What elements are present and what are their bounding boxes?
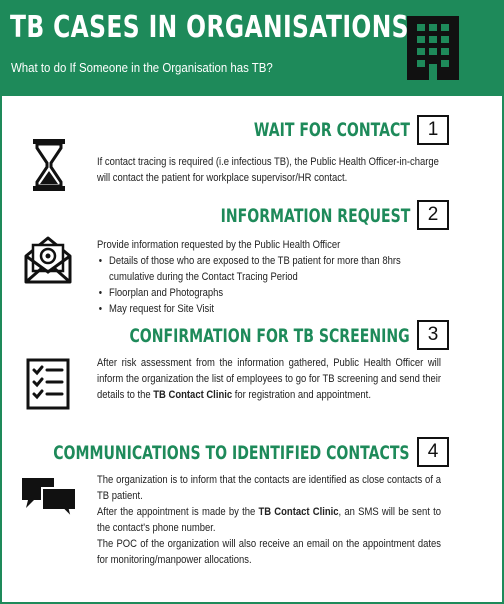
list-item: Details of those who are exposed to the …: [97, 253, 432, 285]
section-4-para-3: The POC of the organization will also re…: [97, 538, 441, 566]
section-3-text: After risk assessment from the informati…: [97, 355, 441, 403]
tb-contact-clinic-label: TB Contact Clinic: [153, 389, 233, 401]
list-item: May request for Site Visit: [97, 301, 432, 317]
building-icon: [407, 16, 459, 80]
section-1-title: WAIT FOR CONTACT: [253, 119, 410, 141]
section-2-intro: Provide information requested by the Pub…: [97, 239, 341, 251]
section-3-number: 3: [417, 320, 449, 350]
section-4-para-2: After the appointment is made by the TB …: [97, 504, 441, 536]
chat-bubbles-icon: [22, 478, 77, 518]
page-title: TB CASES IN ORGANISATIONS: [10, 10, 409, 45]
section-2-body: Provide information requested by the Pub…: [97, 237, 432, 317]
section-2-number: 2: [417, 200, 449, 230]
section-3-text-part: After risk assessment from the informati…: [97, 357, 441, 401]
section-2-title: INFORMATION REQUEST: [220, 205, 410, 227]
header-banner: TB CASES IN ORGANISATIONS What to do If …: [0, 0, 504, 96]
section-4-body: The organization is to inform that the c…: [97, 472, 441, 568]
tb-contact-clinic-label: TB Contact Clinic: [258, 506, 339, 518]
section-4-text-part: , an SMS will be sent to the contact's p…: [97, 506, 441, 534]
section-4-para-1: The organization is to inform that the c…: [97, 474, 441, 502]
section-2-bullet-list: Details of those who are exposed to the …: [97, 253, 432, 317]
checklist-icon: [26, 358, 70, 410]
email-icon: [24, 236, 72, 284]
section-3-title: CONFIRMATION FOR TB SCREENING: [129, 325, 410, 347]
list-item: Floorplan and Photographs: [97, 285, 432, 301]
section-3-text-part: for registration and appointment.: [232, 389, 371, 401]
page-subtitle: What to do If Someone in the Organisatio…: [11, 60, 273, 75]
section-1-text: If contact tracing is required (i.e infe…: [97, 156, 439, 184]
section-4-number: 4: [417, 437, 449, 467]
section-1-number: 1: [417, 115, 449, 145]
hourglass-icon: [33, 139, 65, 191]
section-4-text-part: After the appointment is made by the: [97, 506, 259, 518]
section-4-title: COMMUNICATIONS TO IDENTIFIED CONTACTS: [53, 442, 410, 464]
